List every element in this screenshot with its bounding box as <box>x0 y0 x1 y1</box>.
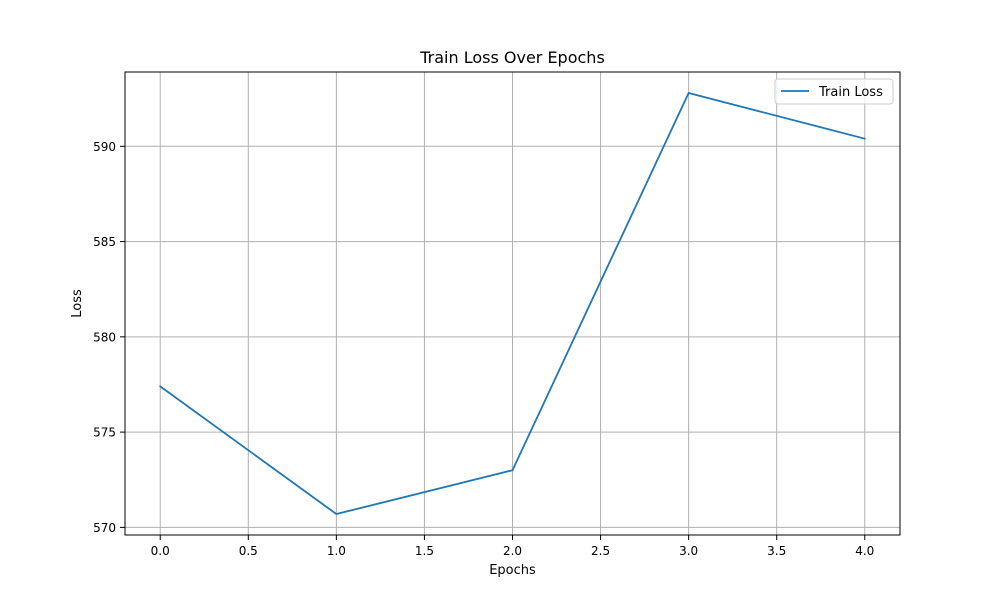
x-axis-label: Epochs <box>489 563 536 578</box>
y-tick-label: 590 <box>93 140 116 154</box>
chart-title: Train Loss Over Epochs <box>419 48 605 67</box>
y-tick-label: 580 <box>93 330 116 344</box>
x-tick-label: 1.5 <box>415 544 434 558</box>
legend-label: Train Loss <box>818 85 883 100</box>
x-tick-label: 3.0 <box>679 544 698 558</box>
y-tick-label: 585 <box>93 235 116 249</box>
y-tick-label: 575 <box>93 426 116 440</box>
data-point <box>687 92 690 94</box>
y-axis-label: Loss <box>70 289 85 318</box>
x-tick-label: 0.0 <box>151 544 170 558</box>
x-tick-label: 1.0 <box>327 544 346 558</box>
legend: Train Loss <box>774 78 894 105</box>
x-tick-label: 3.5 <box>767 544 786 558</box>
x-tick-label: 4.0 <box>855 544 874 558</box>
series-layer <box>159 92 866 515</box>
data-point <box>159 385 162 388</box>
legend-box <box>774 78 894 105</box>
x-tick-label: 2.0 <box>503 544 522 558</box>
grid <box>125 72 900 535</box>
x-tick-label: 2.5 <box>591 544 610 558</box>
x-tick-label: 0.5 <box>239 544 258 558</box>
data-point <box>511 469 514 472</box>
data-point <box>863 137 866 140</box>
y-tick-label: 570 <box>93 521 116 535</box>
data-point <box>335 513 338 515</box>
ticks: 0.0 0.5 1.0 1.5 2.0 2.5 3.0 3.5 4.0 570 575 580 585 5… <box>93 140 874 558</box>
